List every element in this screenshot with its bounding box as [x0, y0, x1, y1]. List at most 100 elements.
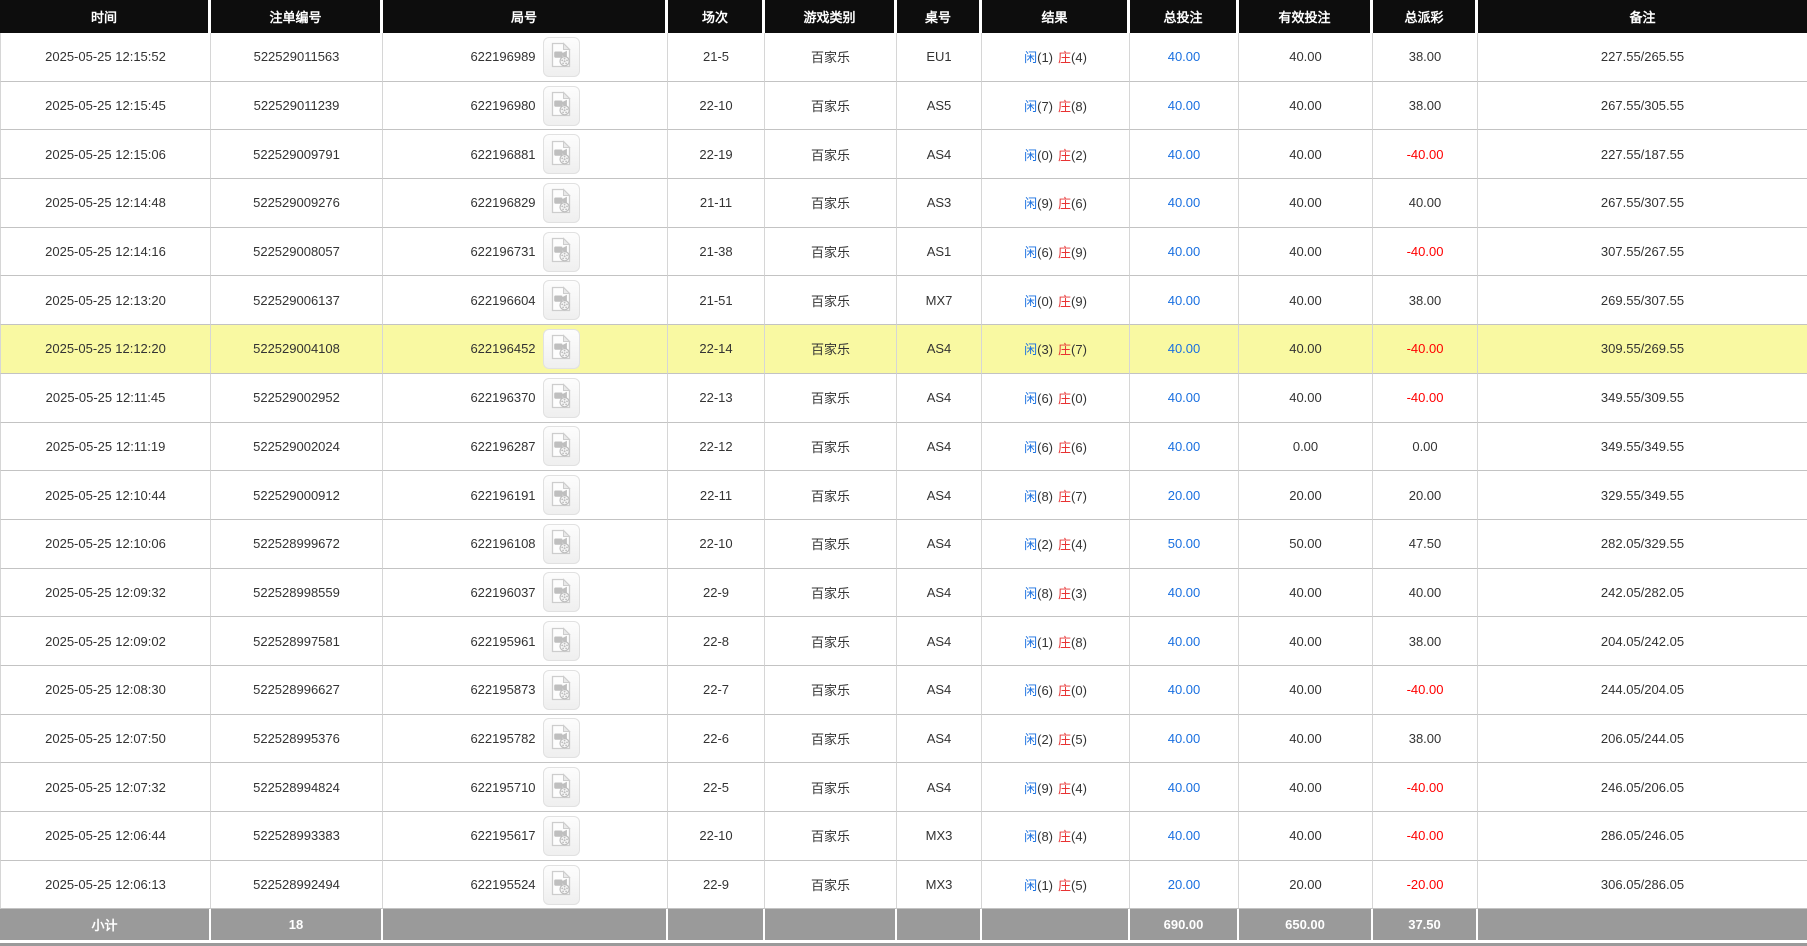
- cell-result: 闲(8) 庄(4): [982, 812, 1130, 861]
- round-number: 622195617: [470, 828, 536, 844]
- total-bet-link[interactable]: 20.00: [1167, 487, 1201, 503]
- video-replay-button[interactable]: [542, 718, 580, 759]
- total-bet-link[interactable]: 40.00: [1167, 584, 1201, 600]
- cell-round: 622196829: [383, 179, 668, 228]
- cell-time: 2025-05-25 12:14:48: [0, 179, 211, 228]
- video-replay-button[interactable]: [542, 377, 580, 418]
- result-player-points: (3): [1037, 342, 1053, 358]
- table-row[interactable]: 2025-05-25 12:06:13 522528992494 622195524…: [0, 860, 1807, 910]
- cell-round: 622196604: [383, 276, 668, 326]
- total-bet-link[interactable]: 40.00: [1167, 828, 1201, 844]
- cell-payout: 38.00: [1373, 81, 1478, 131]
- result-banker-label: 庄: [1058, 439, 1072, 455]
- cell-bet-id: 522529008057: [211, 227, 383, 277]
- table-row[interactable]: 2025-05-25 12:13:20 522529006137 622196604…: [0, 276, 1807, 326]
- cell-time: 2025-05-25 12:11:45: [0, 373, 211, 423]
- total-bet-link[interactable]: 40.00: [1167, 341, 1201, 357]
- result-banker-points: (0): [1071, 391, 1087, 407]
- video-replay-button[interactable]: [542, 426, 580, 467]
- cell-valid-bet: 0.00: [1239, 422, 1373, 472]
- total-bet-link[interactable]: 40.00: [1167, 49, 1201, 65]
- table-row[interactable]: 2025-05-25 12:11:45 522529002952 622196370…: [0, 373, 1807, 423]
- result-player-label: 闲: [1024, 245, 1038, 261]
- table-row[interactable]: 2025-05-25 12:10:44 522529000912 622196191…: [0, 471, 1807, 520]
- table-row[interactable]: 2025-05-25 12:09:32 522528998559 622196037…: [0, 568, 1807, 618]
- result-banker-points: (7): [1071, 488, 1087, 504]
- table-row[interactable]: 2025-05-25 12:15:52 522529011563 622196989…: [0, 33, 1807, 82]
- video-replay-button[interactable]: [542, 134, 580, 175]
- column-header-total-bet: 总投注: [1130, 0, 1239, 33]
- total-bet-link[interactable]: 40.00: [1167, 390, 1201, 406]
- result-player-label: 闲: [1024, 585, 1038, 601]
- column-header-game-type: 游戏类别: [765, 0, 897, 33]
- video-replay-button[interactable]: [542, 231, 580, 272]
- cell-time: 2025-05-25 12:12:20: [0, 325, 211, 374]
- total-bet-link[interactable]: 40.00: [1167, 779, 1201, 795]
- video-replay-button[interactable]: [542, 182, 580, 223]
- video-replay-button[interactable]: [542, 85, 580, 126]
- cell-game-type: 百家乐: [765, 130, 897, 180]
- cell-time: 2025-05-25 12:07:50: [0, 714, 211, 764]
- cell-bet-id: 522528999672: [211, 519, 383, 569]
- result-banker-label: 庄: [1058, 342, 1072, 358]
- total-bet-link[interactable]: 50.00: [1167, 536, 1201, 552]
- table-row[interactable]: 2025-05-25 12:06:44 522528993383 622195617…: [0, 812, 1807, 861]
- round-number: 622196287: [470, 438, 536, 454]
- total-bet-link[interactable]: 40.00: [1167, 195, 1201, 211]
- total-bet-link[interactable]: 40.00: [1167, 633, 1201, 649]
- video-replay-button[interactable]: [542, 36, 580, 77]
- cell-payout: 0.00: [1373, 422, 1478, 472]
- video-replay-button[interactable]: [542, 669, 580, 710]
- total-bet-link[interactable]: 40.00: [1167, 98, 1201, 114]
- video-replay-button[interactable]: [542, 572, 580, 613]
- result-player-points: (8): [1037, 488, 1053, 504]
- video-replay-button[interactable]: [542, 328, 580, 369]
- cell-result: 闲(2) 庄(4): [982, 519, 1130, 569]
- cell-table-no: AS4: [897, 325, 982, 374]
- table-row[interactable]: 2025-05-25 12:10:06 522528999672 622196108…: [0, 519, 1807, 569]
- table-row[interactable]: 2025-05-25 12:09:02 522528997581 622195961…: [0, 617, 1807, 666]
- video-replay-button[interactable]: [542, 280, 580, 321]
- table-row[interactable]: 2025-05-25 12:15:06 522529009791 622196881…: [0, 130, 1807, 180]
- total-bet-link[interactable]: 40.00: [1167, 146, 1201, 162]
- video-replay-button[interactable]: [542, 523, 580, 564]
- table-row[interactable]: 2025-05-25 12:14:16 522529008057 622196731…: [0, 227, 1807, 277]
- cell-round: 622195782: [383, 714, 668, 764]
- cell-round: 622196108: [383, 519, 668, 569]
- total-bet-link[interactable]: 40.00: [1167, 438, 1201, 454]
- cell-total-bet: 40.00: [1130, 227, 1239, 277]
- video-replay-button[interactable]: [542, 621, 580, 662]
- total-bet-link[interactable]: 20.00: [1167, 877, 1201, 893]
- total-bet-link[interactable]: 40.00: [1167, 682, 1201, 698]
- cell-table-no: AS4: [897, 422, 982, 472]
- total-bet-link[interactable]: 40.00: [1167, 292, 1201, 308]
- cell-total-bet: 40.00: [1130, 325, 1239, 374]
- video-replay-icon: [549, 42, 573, 71]
- cell-time: 2025-05-25 12:06:44: [0, 812, 211, 861]
- cell-valid-bet: 40.00: [1239, 81, 1373, 131]
- video-replay-icon: [549, 578, 573, 607]
- result-banker-points: (3): [1071, 585, 1087, 601]
- total-bet-link[interactable]: 40.00: [1167, 244, 1201, 260]
- table-row[interactable]: 2025-05-25 12:07:50 522528995376 622195782…: [0, 714, 1807, 764]
- video-replay-button[interactable]: [542, 767, 580, 808]
- table-row[interactable]: 2025-05-25 12:08:30 522528996627 622195873…: [0, 665, 1807, 715]
- column-header-remark: 备注: [1478, 0, 1807, 33]
- table-row[interactable]: 2025-05-25 12:12:20 522529004108 622196452…: [0, 325, 1807, 374]
- video-replay-icon: [549, 480, 573, 510]
- table-row[interactable]: 2025-05-25 12:07:32 522528994824 622195710…: [0, 763, 1807, 812]
- table-row[interactable]: 2025-05-25 12:14:48 522529009276 622196829…: [0, 179, 1807, 228]
- table-row[interactable]: 2025-05-25 12:15:45 522529011239 622196980…: [0, 81, 1807, 131]
- video-replay-button[interactable]: [542, 815, 580, 856]
- cell-total-bet: 40.00: [1130, 763, 1239, 812]
- round-number: 622195524: [470, 877, 536, 893]
- video-replay-button[interactable]: [542, 864, 580, 905]
- video-replay-button[interactable]: [542, 475, 580, 516]
- cell-valid-bet: 40.00: [1239, 714, 1373, 764]
- cell-time: 2025-05-25 12:09:02: [0, 617, 211, 666]
- table-row[interactable]: 2025-05-25 12:11:19 522529002024 622196287…: [0, 422, 1807, 472]
- total-bet-link[interactable]: 40.00: [1167, 730, 1201, 746]
- column-header-round: 局号: [383, 0, 668, 33]
- cell-total-bet: 50.00: [1130, 519, 1239, 569]
